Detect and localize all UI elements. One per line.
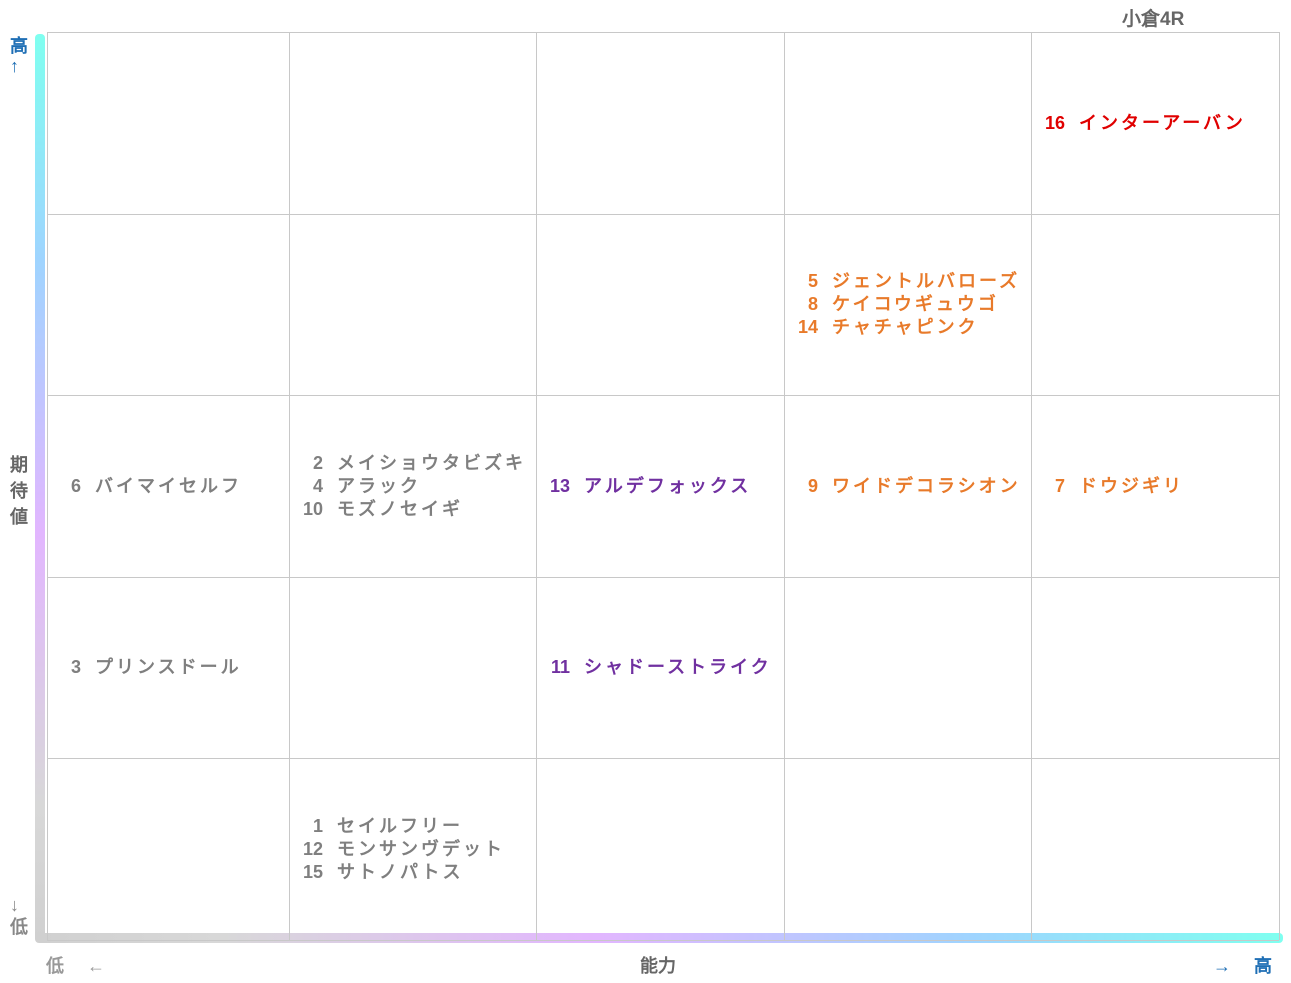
entry-name: バイマイセルフ (95, 475, 242, 496)
grid-line (784, 32, 785, 940)
y-high: 高↑ (10, 36, 28, 76)
entry-name: プリンスドール (95, 657, 242, 677)
entry-number: 9 (807, 475, 818, 496)
entry-number: 1 (312, 815, 323, 836)
y-low: ↓低 (10, 895, 28, 937)
entry-name: シャドーストライク (584, 657, 772, 677)
entry: 11 シャドーストライク (536, 656, 776, 679)
title: 小倉4R (1122, 9, 1185, 30)
grid-line (47, 940, 1279, 941)
entry-number: 5 (807, 271, 818, 291)
entry: 7 ドウジギリ (1031, 475, 1271, 498)
entry: 5 ジェントルバローズ (784, 270, 1024, 293)
grid-line (289, 32, 290, 940)
x-low: 低 ← (46, 956, 106, 976)
entry: 8 ケイコウギュウゴ (784, 293, 1024, 316)
entry-number: 16 (1044, 112, 1065, 133)
grid-line (47, 577, 1279, 578)
entry-name: ドウジギリ (1079, 475, 1184, 496)
entry-number: 6 (70, 475, 81, 496)
grid-line (47, 395, 1279, 396)
entry-name: アルデフォックス (584, 475, 752, 496)
grid-line (536, 32, 537, 940)
entry-number: 10 (302, 498, 323, 519)
x-axis-bar (35, 933, 1283, 943)
entry: 13 アルデフォックス (536, 475, 776, 498)
entry-name: ジェントルバローズ (832, 271, 1021, 291)
entry: 16 インターアーバン (1031, 112, 1271, 135)
entry: 10 モズノセイギ (289, 498, 529, 521)
y-axis-bar (35, 34, 45, 942)
entry-name: サトノパトス (337, 861, 464, 882)
entry-number: 11 (550, 657, 570, 677)
entry: 3 プリンスドール (47, 656, 287, 679)
entry-number: 15 (302, 861, 323, 882)
entry-number: 3 (70, 657, 81, 677)
entry-name: チャチャピンク (832, 317, 979, 337)
entry: 4 アラック (289, 475, 529, 498)
entry-name: メイショウタビズキ (337, 452, 526, 473)
grid-line (47, 758, 1279, 759)
entry-number: 4 (312, 475, 323, 496)
x-high: → 高 (1213, 956, 1273, 976)
grid-line (47, 32, 1279, 33)
grid-line (47, 32, 48, 940)
entry-number: 2 (312, 452, 323, 473)
entry: 15 サトノパトス (289, 861, 529, 884)
entry-name: ワイドデコラシオン (832, 475, 1021, 496)
grid-line (1279, 32, 1280, 940)
y-label: 期待値 (10, 455, 28, 527)
entry-number: 8 (807, 294, 818, 314)
entry-name: インターアーバン (1079, 112, 1246, 133)
entry: 12 モンサンヴデット (289, 838, 529, 861)
grid-line (47, 214, 1279, 215)
x-label: 能力 (640, 956, 676, 976)
entry: 14 チャチャピンク (784, 316, 1024, 339)
entry-number: 7 (1054, 475, 1065, 496)
entry-name: モンサンヴデット (337, 838, 505, 859)
entry-name: アラック (337, 475, 421, 496)
entry: 1 セイルフリー (289, 815, 529, 838)
entry-name: ケイコウギュウゴ (832, 294, 999, 314)
entry-name: セイルフリー (337, 815, 463, 836)
entry-number: 14 (797, 317, 818, 337)
grid-line (1031, 32, 1032, 940)
entry: 9 ワイドデコラシオン (784, 475, 1024, 498)
entry: 6 バイマイセルフ (47, 475, 287, 498)
entry-number: 13 (549, 475, 570, 496)
entry: 2 メイショウタビズキ (289, 452, 529, 475)
entry-number: 12 (302, 838, 323, 859)
entry-name: モズノセイギ (337, 498, 463, 519)
